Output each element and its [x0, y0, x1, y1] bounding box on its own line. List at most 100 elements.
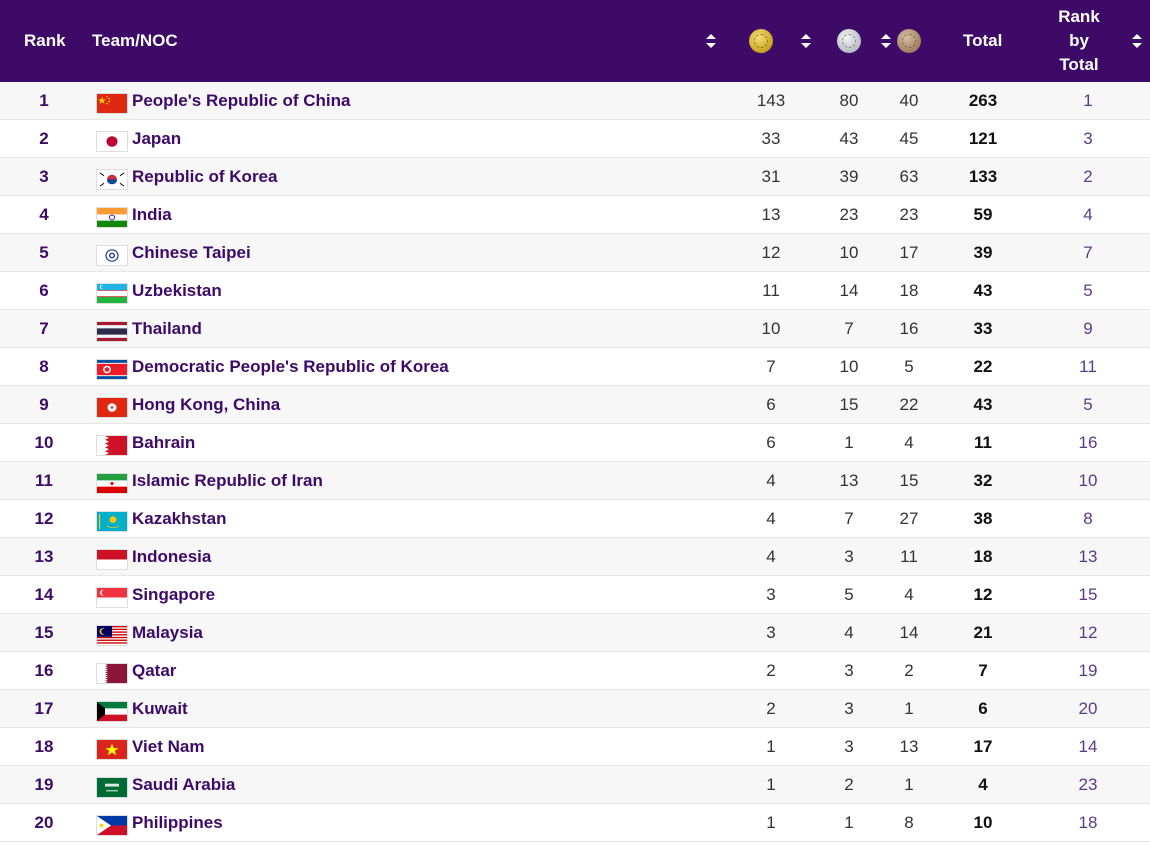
table-row[interactable]: 2 Japan 33 43 45 121 3 — [0, 120, 1150, 158]
total-count: 10 — [973, 813, 993, 832]
total-count: 11 — [974, 433, 992, 452]
table-row[interactable]: 10 Bahrain 6 1 4 11 16 — [0, 424, 1150, 462]
flag-icon — [96, 549, 128, 570]
header-total[interactable]: Total — [963, 31, 1003, 50]
rank-cell: 15 — [34, 623, 54, 642]
team-name-link[interactable]: Indonesia — [132, 547, 212, 566]
silver-count: 10 — [839, 243, 859, 262]
sort-rank-by-total-icon[interactable] — [1132, 34, 1142, 48]
silver-count: 7 — [844, 509, 854, 528]
sort-gold-icon[interactable] — [801, 34, 811, 48]
flag-icon — [96, 435, 128, 456]
gold-count: 7 — [766, 357, 776, 376]
table-header: Rank Team/NOC Total Rank by Total — [0, 0, 1150, 82]
silver-count: 3 — [844, 661, 854, 680]
rank-cell: 8 — [39, 357, 49, 376]
rank-cell: 14 — [34, 585, 54, 604]
rank-cell: 7 — [39, 319, 49, 338]
header-team[interactable]: Team/NOC — [92, 31, 178, 50]
table-row[interactable]: 7 Thailand 10 7 16 33 9 — [0, 310, 1150, 348]
rank-by-total-cell: 13 — [1078, 547, 1098, 566]
silver-count: 1 — [844, 813, 854, 832]
rank-cell: 20 — [34, 813, 54, 832]
team-name-link[interactable]: Uzbekistan — [132, 281, 222, 300]
flag-icon — [96, 321, 128, 342]
team-name-link[interactable]: Thailand — [132, 319, 202, 338]
bronze-count: 15 — [899, 471, 919, 490]
flag-icon — [96, 397, 128, 418]
team-name-link[interactable]: Japan — [132, 129, 182, 148]
team-name-link[interactable]: Democratic People's Republic of Korea — [132, 357, 449, 376]
table-row[interactable]: 16 Qatar 2 3 2 7 19 — [0, 652, 1150, 690]
bronze-count: 14 — [899, 623, 919, 642]
table-row[interactable]: 8 Democratic People's Republic of Korea 7 1… — [0, 348, 1150, 386]
bronze-count: 2 — [904, 661, 914, 680]
table-row[interactable]: 20 Philippines 1 1 8 10 18 — [0, 804, 1150, 842]
rank-cell: 17 — [34, 699, 54, 718]
silver-count: 4 — [844, 623, 854, 642]
gold-count: 1 — [766, 813, 776, 832]
table-row[interactable]: 14 Singapore 3 5 4 12 15 — [0, 576, 1150, 614]
rank-by-total-cell: 4 — [1083, 205, 1093, 224]
table-row[interactable]: 18 Viet Nam 1 3 13 17 14 — [0, 728, 1150, 766]
table-row[interactable]: 3 Republic of Korea 31 39 63 133 2 — [0, 158, 1150, 196]
silver-count: 5 — [844, 585, 854, 604]
team-name-link[interactable]: Singapore — [132, 585, 216, 604]
bronze-count: 22 — [899, 395, 919, 414]
rank-by-total-cell: 15 — [1078, 585, 1098, 604]
team-name-link[interactable]: India — [132, 205, 172, 224]
bronze-count: 63 — [899, 167, 919, 186]
sort-team-icon[interactable] — [706, 34, 716, 48]
rank-cell: 9 — [39, 395, 49, 414]
team-name-link[interactable]: Bahrain — [132, 433, 196, 452]
team-name-link[interactable]: People's Republic of China — [132, 91, 351, 110]
rank-by-total-cell: 9 — [1083, 319, 1093, 338]
gold-count: 2 — [766, 699, 776, 718]
gold-count: 6 — [766, 433, 776, 452]
table-row[interactable]: 19 Saudi Arabia 1 2 1 4 23 — [0, 766, 1150, 804]
header-rank[interactable]: Rank — [24, 31, 66, 50]
table-row[interactable]: 11 Islamic Republic of Iran 4 13 15 32 10 — [0, 462, 1150, 500]
table-row[interactable]: 12 Kazakhstan 4 7 27 38 8 — [0, 500, 1150, 538]
sort-silver-icon[interactable] — [881, 34, 891, 48]
rank-cell: 13 — [34, 547, 54, 566]
rank-cell: 19 — [34, 775, 54, 794]
table-row[interactable]: 4 India 13 23 23 59 4 — [0, 196, 1150, 234]
table-row[interactable]: 15 Malaysia 3 4 14 21 12 — [0, 614, 1150, 652]
team-name-link[interactable]: Qatar — [132, 661, 177, 680]
team-name-link[interactable]: Chinese Taipei — [132, 243, 251, 262]
silver-count: 14 — [839, 281, 859, 300]
rank-by-total-cell: 12 — [1078, 623, 1098, 642]
header-rank-by-total[interactable]: Rank by Total — [1040, 5, 1118, 77]
team-name-link[interactable]: Kazakhstan — [132, 509, 227, 528]
team-name-link[interactable]: Islamic Republic of Iran — [132, 471, 323, 490]
table-row[interactable]: 13 Indonesia 4 3 11 18 13 — [0, 538, 1150, 576]
gold-count: 4 — [766, 547, 776, 566]
flag-icon — [96, 701, 128, 722]
table-row[interactable]: 9 Hong Kong, China 6 15 22 43 5 — [0, 386, 1150, 424]
table-row[interactable]: 5 Chinese Taipei 12 10 17 39 7 — [0, 234, 1150, 272]
flag-icon — [96, 473, 128, 494]
silver-count: 3 — [844, 547, 854, 566]
team-name-link[interactable]: Malaysia — [132, 623, 203, 642]
team-name-link[interactable]: Republic of Korea — [132, 167, 278, 186]
team-name-link[interactable]: Viet Nam — [132, 737, 205, 756]
team-name-link[interactable]: Saudi Arabia — [132, 775, 236, 794]
rank-by-total-cell: 11 — [1079, 357, 1097, 376]
gold-count: 13 — [761, 205, 781, 224]
total-count: 22 — [973, 357, 993, 376]
table-row[interactable]: 17 Kuwait 2 3 1 6 20 — [0, 690, 1150, 728]
bronze-count: 27 — [899, 509, 919, 528]
flag-icon — [96, 207, 128, 228]
gold-count: 11 — [762, 281, 780, 300]
team-name-link[interactable]: Kuwait — [132, 699, 188, 718]
total-count: 32 — [973, 471, 993, 490]
table-row[interactable]: 6 Uzbekistan 11 14 18 43 5 — [0, 272, 1150, 310]
rank-by-total-cell: 8 — [1083, 509, 1093, 528]
team-name-link[interactable]: Philippines — [132, 813, 223, 832]
gold-count: 12 — [761, 243, 781, 262]
total-count: 18 — [973, 547, 993, 566]
table-row[interactable]: 1 People's Republic of China 143 80 40 263 1 — [0, 82, 1150, 120]
team-name-link[interactable]: Hong Kong, China — [132, 395, 281, 414]
rank-by-total-cell: 5 — [1083, 281, 1093, 300]
